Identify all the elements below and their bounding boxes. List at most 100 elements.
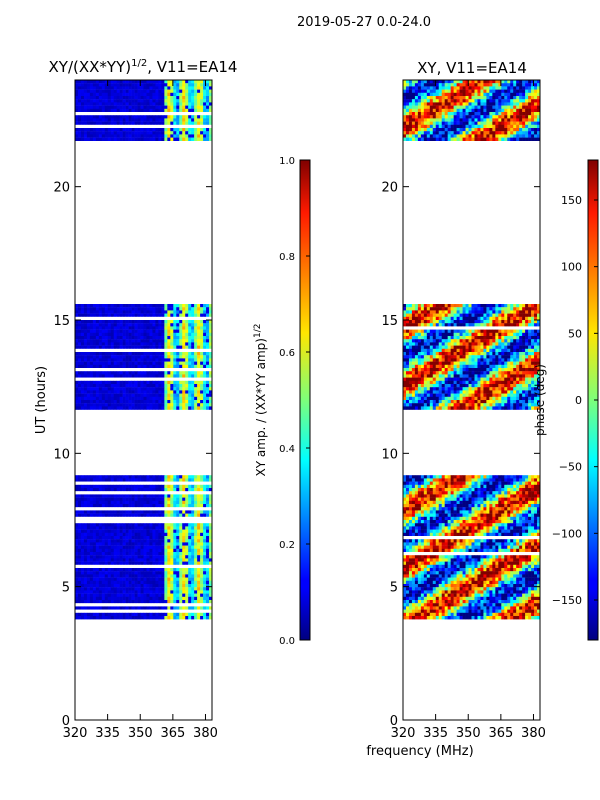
heatmap-cell <box>128 504 132 508</box>
heatmap-cell <box>152 118 156 122</box>
heatmap-cell <box>170 603 174 607</box>
heatmap-cell <box>75 121 79 125</box>
heatmap-cell <box>170 118 174 122</box>
heatmap-cell <box>179 137 183 141</box>
heatmap-cell <box>176 364 180 369</box>
heatmap-cell <box>137 92 141 97</box>
heatmap-cell <box>182 497 186 501</box>
heatmap-cell <box>119 472 123 476</box>
heatmap-cell <box>185 584 189 588</box>
heatmap-cell <box>89 326 94 330</box>
heatmap-cell <box>104 587 109 591</box>
heatmap-cell <box>140 371 144 375</box>
heatmap-cell <box>465 481 469 485</box>
heatmap-cell <box>98 552 103 556</box>
heatmap-cell <box>119 377 123 381</box>
heatmap-cell <box>95 108 100 113</box>
heatmap-cell <box>137 131 141 135</box>
heatmap-cell <box>164 358 168 362</box>
heatmap-cell <box>447 491 451 495</box>
heatmap-cell <box>179 329 183 333</box>
heatmap-cell <box>167 403 171 407</box>
heatmap-cell <box>95 323 100 327</box>
heatmap-cell <box>77 310 82 314</box>
heatmap-cell <box>122 323 126 327</box>
heatmap-cell <box>155 364 159 369</box>
heatmap-cell <box>173 99 177 103</box>
heatmap-cell <box>125 520 129 524</box>
heatmap-cell <box>128 571 132 575</box>
heatmap-cell <box>200 564 204 569</box>
heatmap-cell <box>137 332 141 337</box>
heatmap-cell <box>403 484 407 489</box>
heatmap-cell <box>203 361 207 365</box>
heatmap-cell <box>143 339 147 343</box>
heatmap-cell <box>209 593 213 597</box>
heatmap-cell <box>188 513 192 517</box>
heatmap-cell <box>185 609 189 613</box>
heatmap-cell <box>92 472 97 476</box>
heatmap-cell <box>75 536 79 540</box>
heatmap-cell <box>101 500 106 505</box>
heatmap-cell <box>107 390 112 394</box>
heatmap-cell <box>525 488 529 492</box>
heatmap-cell <box>77 603 82 607</box>
heatmap-cell <box>167 571 171 575</box>
heatmap-cell <box>200 368 204 372</box>
heatmap-cell <box>191 580 195 585</box>
heatmap-cell <box>122 384 126 388</box>
heatmap-cell <box>188 342 192 346</box>
heatmap-cell <box>95 510 100 514</box>
heatmap-cell <box>125 584 129 588</box>
heatmap-cell <box>453 475 457 479</box>
heatmap-cell <box>143 494 147 498</box>
heatmap-cell <box>122 355 126 359</box>
heatmap-cell <box>128 564 132 569</box>
heatmap-cell <box>182 329 186 333</box>
heatmap-cell <box>176 491 180 495</box>
heatmap-cell <box>528 488 532 492</box>
heatmap-cell <box>182 371 186 375</box>
heatmap-cell <box>143 134 147 138</box>
heatmap-cell <box>188 364 192 369</box>
heatmap-cell <box>155 124 159 129</box>
heatmap-cell <box>164 339 168 343</box>
heatmap-cell <box>75 616 79 620</box>
heatmap-cell <box>131 520 135 524</box>
heatmap-cell <box>158 99 162 103</box>
heatmap-cell <box>155 336 159 340</box>
heatmap-cell <box>80 339 85 343</box>
heatmap-cell <box>113 310 117 314</box>
heatmap-cell <box>98 523 103 527</box>
heatmap-cell <box>191 348 195 353</box>
heatmap-cell <box>110 568 115 572</box>
heatmap-cell <box>173 377 177 381</box>
heatmap-cell <box>131 548 135 553</box>
heatmap-cell <box>119 596 123 601</box>
heatmap-cell <box>206 542 210 546</box>
heatmap-cell <box>179 600 183 604</box>
heatmap-cell <box>170 481 174 485</box>
heatmap-cell <box>414 497 419 501</box>
heatmap-cell <box>146 542 150 546</box>
heatmap-cell <box>155 128 159 132</box>
heatmap-cell <box>197 368 201 372</box>
heatmap-cell <box>125 561 129 565</box>
heatmap-cell <box>477 484 481 489</box>
heatmap-cell <box>206 384 210 388</box>
heatmap-cell <box>203 478 207 482</box>
heatmap-cell <box>101 555 106 559</box>
heatmap-cell <box>182 313 186 317</box>
heatmap-cell <box>140 323 144 327</box>
heatmap-cell <box>95 86 100 90</box>
heatmap-cell <box>170 500 174 505</box>
heatmap-cell <box>164 603 168 607</box>
heatmap-cell <box>107 112 112 116</box>
heatmap-cell <box>167 83 171 87</box>
heatmap-cell <box>89 368 94 372</box>
heatmap-cell <box>471 472 475 476</box>
heatmap-cell <box>158 571 162 575</box>
heatmap-cell <box>203 320 207 324</box>
heatmap-cell <box>140 339 144 343</box>
heatmap-cell <box>164 475 168 479</box>
